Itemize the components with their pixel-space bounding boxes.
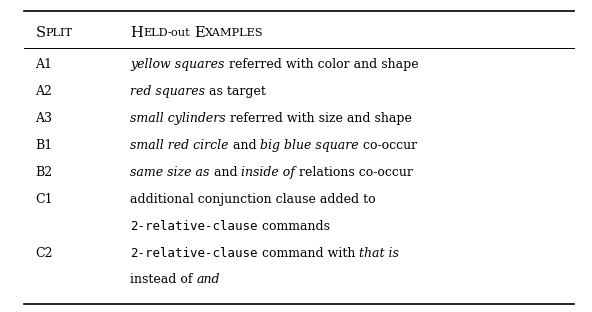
Text: -out: -out — [168, 28, 191, 38]
Text: A2: A2 — [36, 85, 53, 98]
Text: yellow squares: yellow squares — [130, 58, 224, 71]
Text: 2-relative-clause: 2-relative-clause — [130, 246, 258, 260]
Text: H: H — [130, 26, 143, 40]
Text: small cylinders: small cylinders — [130, 112, 226, 125]
Text: additional conjunction clause added to: additional conjunction clause added to — [130, 193, 376, 206]
Text: 2-relative-clause: 2-relative-clause — [130, 220, 258, 233]
Text: and: and — [229, 139, 260, 152]
Text: small red circle: small red circle — [130, 139, 229, 152]
Text: commands: commands — [258, 220, 330, 233]
Text: S: S — [36, 26, 46, 40]
Text: co-occur: co-occur — [359, 139, 417, 152]
Text: B2: B2 — [36, 166, 53, 179]
Text: referred with size and shape: referred with size and shape — [226, 112, 412, 125]
Text: A1: A1 — [36, 58, 53, 71]
Text: C1: C1 — [36, 193, 53, 206]
Text: referred with color and shape: referred with color and shape — [224, 58, 418, 71]
Text: E: E — [194, 26, 205, 40]
Text: and: and — [210, 166, 242, 179]
Text: A3: A3 — [36, 112, 53, 125]
Text: PLIT: PLIT — [46, 28, 73, 38]
Text: instead of: instead of — [130, 273, 197, 286]
Text: red squares: red squares — [130, 85, 205, 98]
Text: command with: command with — [258, 246, 359, 260]
Text: that is: that is — [359, 246, 399, 260]
Text: same size as: same size as — [130, 166, 210, 179]
Text: inside of: inside of — [242, 166, 295, 179]
Text: XAMPLES: XAMPLES — [205, 28, 263, 38]
Text: big blue square: big blue square — [260, 139, 359, 152]
Text: B1: B1 — [36, 139, 53, 152]
Text: and: and — [197, 273, 220, 286]
Text: relations co-occur: relations co-occur — [295, 166, 413, 179]
Text: C2: C2 — [36, 246, 53, 260]
Text: ELD: ELD — [143, 28, 168, 38]
Text: as target: as target — [205, 85, 266, 98]
